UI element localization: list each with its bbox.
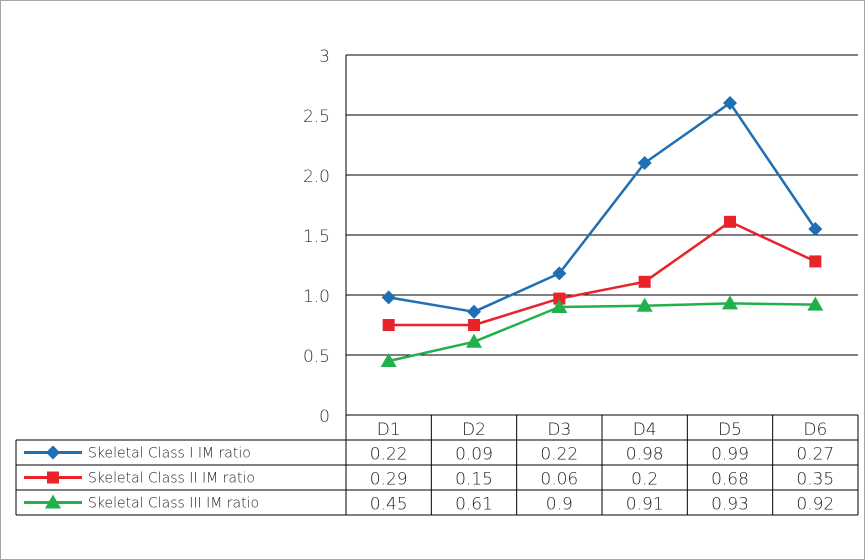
legend-marker-skeletal-class-iii-im-ratio (45, 494, 61, 509)
data-point-skeletal-class-ii-im-ratio-d2 (468, 319, 480, 331)
data-point-skeletal-class-ii-im-ratio-d5 (724, 215, 736, 228)
table-cell-skeletal-class-i-im-ratio-d1: 0.22 (370, 445, 408, 465)
x-category-label-d4: D4 (633, 420, 657, 440)
y-axis-tick-labels: 0 0.5 1.0 1.5 2.0 2.5 3 (303, 47, 330, 427)
data-point-skeletal-class-ii-im-ratio-d4 (638, 275, 651, 288)
series-lines (380, 96, 824, 367)
data-point-skeletal-class-ii-im-ratio-d3 (553, 292, 566, 305)
series-line-skeletal-class-iii-im-ratio (388, 302, 816, 363)
table-cell-skeletal-class-iii-im-ratio-d2: 0.61 (455, 495, 493, 515)
legend-label-skeletal-class-iii-im-ratio: Skeletal Class III IM ratio (88, 496, 259, 512)
table-cell-skeletal-class-iii-im-ratio-d1: 0.45 (370, 495, 408, 515)
data-point-skeletal-class-i-im-ratio-d6 (808, 222, 823, 236)
x-category-label-d6: D6 (803, 420, 827, 440)
y-tick-label-3: 3 (319, 47, 330, 67)
legend-label-skeletal-class-i-im-ratio: Skeletal Class I IM ratio (88, 446, 251, 462)
data-point-skeletal-class-iii-im-ratio-d4 (636, 297, 653, 312)
series-line-skeletal-class-i-im-ratio (388, 101, 817, 314)
table-cell-skeletal-class-ii-im-ratio-d3: 0.06 (540, 470, 578, 490)
data-point-skeletal-class-iii-im-ratio-d5 (722, 295, 738, 310)
x-category-label-d3: D3 (547, 420, 571, 440)
table-cell-skeletal-class-ii-im-ratio-d4: 0.2 (631, 470, 658, 490)
series-skeletal-class-iii-im-ratio (380, 295, 824, 367)
table-cell-skeletal-class-i-im-ratio-d6: 0.27 (796, 445, 834, 465)
y-tick-label-2-0: 2.0 (303, 167, 330, 187)
x-category-label-d2: D2 (462, 420, 486, 440)
y-tick-label-1-5: 1.5 (303, 227, 330, 247)
table-cell-skeletal-class-i-im-ratio-d4: 0.98 (626, 445, 664, 465)
series-line-skeletal-class-ii-im-ratio (388, 220, 816, 327)
data-point-skeletal-class-i-im-ratio-d4 (637, 156, 652, 170)
table-cell-skeletal-class-iii-im-ratio-d5: 0.93 (711, 495, 749, 515)
table-cell-skeletal-class-ii-im-ratio-d5: 0.68 (711, 470, 749, 490)
data-point-skeletal-class-iii-im-ratio-d3 (551, 299, 568, 313)
table-cell-skeletal-class-i-im-ratio-d2: 0.09 (455, 445, 493, 465)
table-cell-skeletal-class-iii-im-ratio-d6: 0.92 (796, 495, 834, 515)
series-skeletal-class-ii-im-ratio (382, 215, 822, 331)
series-skeletal-class-i-im-ratio (381, 96, 823, 319)
data-point-skeletal-class-i-im-ratio-d2 (467, 304, 481, 319)
data-point-skeletal-class-iii-im-ratio-d1 (380, 353, 397, 367)
data-point-skeletal-class-ii-im-ratio-d1 (382, 319, 395, 331)
y-tick-label-1-0: 1.0 (303, 287, 330, 307)
table-cell-skeletal-class-iii-im-ratio-d3: 0.9 (546, 495, 573, 515)
table-cell-skeletal-class-ii-im-ratio-d6: 0.35 (796, 470, 834, 490)
y-tick-label-0-5: 0.5 (303, 347, 330, 367)
data-point-skeletal-class-i-im-ratio-d5 (723, 96, 737, 110)
table-cell-skeletal-class-i-im-ratio-d3: 0.22 (540, 445, 578, 465)
data-point-skeletal-class-ii-im-ratio-d6 (809, 255, 822, 268)
x-category-label-d1: D1 (377, 420, 401, 440)
table-cell-skeletal-class-iii-im-ratio-d4: 0.91 (626, 495, 664, 515)
legend-label-skeletal-class-ii-im-ratio: Skeletal Class II IM ratio (88, 471, 255, 487)
table-cell-skeletal-class-ii-im-ratio-d1: 0.29 (370, 470, 408, 490)
y-tick-label-2-5: 2.5 (303, 107, 330, 127)
legend-marker-skeletal-class-ii-im-ratio (47, 471, 59, 484)
x-category-label-d5: D5 (718, 420, 742, 440)
table-cell-skeletal-class-ii-im-ratio-d2: 0.15 (455, 470, 493, 490)
y-tick-label-0: 0 (319, 407, 330, 427)
data-point-skeletal-class-iii-im-ratio-d2 (466, 333, 482, 348)
data-point-skeletal-class-i-im-ratio-d1 (381, 290, 396, 305)
data-point-skeletal-class-iii-im-ratio-d6 (807, 296, 824, 311)
legend-marker-skeletal-class-i-im-ratio (46, 445, 60, 460)
gridlines (345, 54, 858, 415)
data-point-skeletal-class-i-im-ratio-d3 (552, 266, 567, 281)
data-table: D1 D2 D3 D4 D5 D6 Skeletal Class I IM ratio 0.2… (15, 414, 859, 516)
table-cell-skeletal-class-i-im-ratio-d5: 0.99 (711, 445, 749, 465)
